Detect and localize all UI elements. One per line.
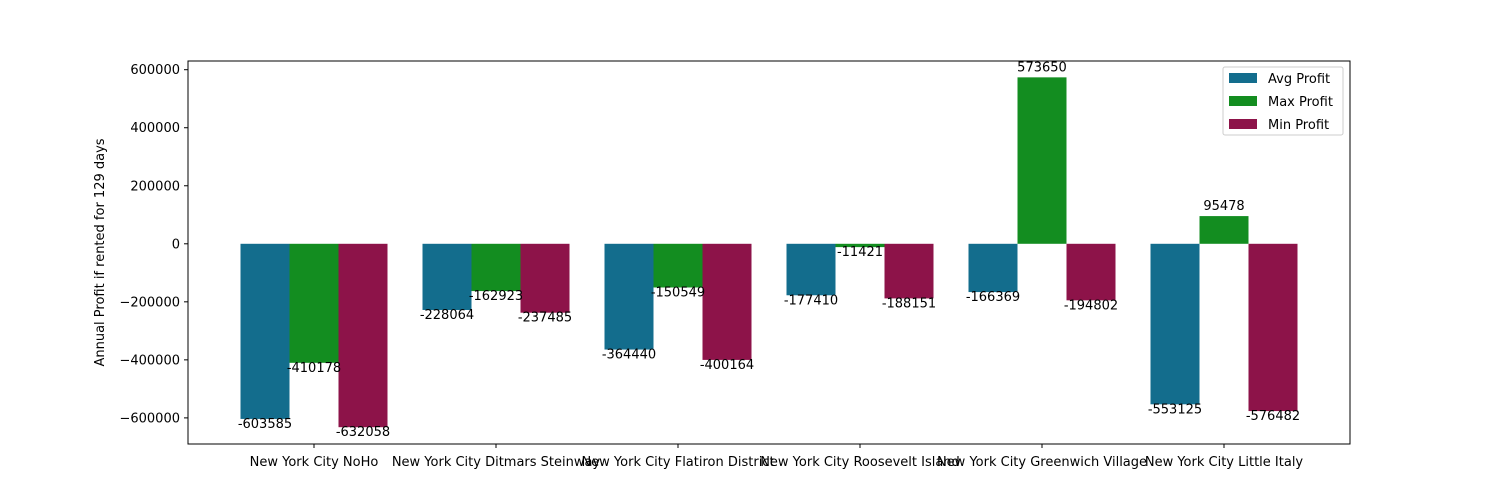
data-label: -632058 — [336, 425, 390, 440]
legend-label: Max Profit — [1268, 95, 1333, 110]
data-label: 573650 — [1017, 60, 1067, 75]
y-tick-label: 400000 — [130, 121, 180, 136]
x-tick-label: New York City Flatiron District — [581, 455, 774, 470]
data-label: -11421 — [837, 245, 883, 260]
legend-label: Min Profit — [1268, 118, 1329, 133]
bar-avg-profit — [968, 243, 1018, 293]
bar-max-profit — [653, 243, 703, 288]
bar-min-profit — [1066, 243, 1116, 301]
data-label: -576482 — [1246, 409, 1300, 424]
x-axis: New York City NoHo New York City Ditmars … — [250, 444, 1304, 470]
y-tick-label: 600000 — [130, 63, 180, 78]
y-tick-label: −600000 — [119, 411, 180, 426]
data-label: -237485 — [518, 311, 572, 326]
data-label: -177410 — [784, 293, 838, 308]
bar-max-profit — [835, 243, 885, 248]
bar-max-profit — [1017, 77, 1067, 244]
bar-min-profit — [1248, 243, 1298, 412]
bar-max-profit — [471, 243, 521, 292]
data-label: -228064 — [420, 308, 474, 323]
legend-box — [1222, 66, 1344, 136]
data-label: -400164 — [700, 358, 754, 373]
bar-avg-profit — [422, 243, 472, 310]
bar-min-profit — [884, 243, 934, 299]
data-label: 95478 — [1203, 199, 1244, 214]
legend-swatch — [1229, 73, 1257, 83]
y-tick-label: −400000 — [119, 353, 180, 368]
data-label: -188151 — [882, 296, 936, 311]
data-label: -364440 — [602, 348, 656, 363]
data-label: -166369 — [966, 290, 1020, 305]
legend-label: Avg Profit — [1268, 72, 1330, 87]
x-tick-label: New York City Ditmars Steinway — [392, 455, 601, 470]
bar-avg-profit — [604, 243, 654, 350]
bars-layer — [240, 77, 1298, 428]
x-tick-label: New York City Roosevelt Island — [760, 455, 960, 470]
bar-min-profit — [338, 243, 388, 428]
data-label: -603585 — [238, 417, 292, 432]
y-tick-label: −200000 — [119, 295, 180, 310]
plot-frame — [187, 60, 1351, 445]
data-label: -410178 — [287, 361, 341, 376]
data-label: -150549 — [651, 285, 705, 300]
x-tick-label: New York City Little Italy — [1145, 455, 1304, 470]
y-tick-label: 0 — [172, 237, 180, 252]
data-label: -194802 — [1064, 298, 1118, 313]
data-labels-layer: -603585 -410178 -632058 -228064 -162923 -2374… — [238, 60, 1300, 440]
y-axis: −600000 −400000 −200000 0 200000 400000 600000 — [119, 63, 188, 426]
y-axis-title: Annual Profit if rented for 129 days — [93, 138, 108, 366]
bar-min-profit — [702, 243, 752, 360]
bar-avg-profit — [1150, 243, 1200, 405]
x-tick-label: New York City NoHo — [250, 455, 379, 470]
bar-max-profit — [289, 243, 339, 363]
data-label: -553125 — [1148, 402, 1202, 417]
bar-avg-profit — [786, 243, 836, 296]
bar-min-profit — [520, 243, 570, 313]
bar-avg-profit — [240, 243, 290, 419]
x-tick-label: New York City Greenwich Village — [937, 455, 1147, 470]
data-label: -162923 — [469, 289, 523, 304]
legend-swatch — [1229, 119, 1257, 129]
legend: Avg Profit Max Profit Min Profit — [1222, 66, 1344, 136]
y-tick-label: 200000 — [130, 179, 180, 194]
bar-max-profit — [1199, 216, 1249, 244]
legend-swatch — [1229, 96, 1257, 106]
